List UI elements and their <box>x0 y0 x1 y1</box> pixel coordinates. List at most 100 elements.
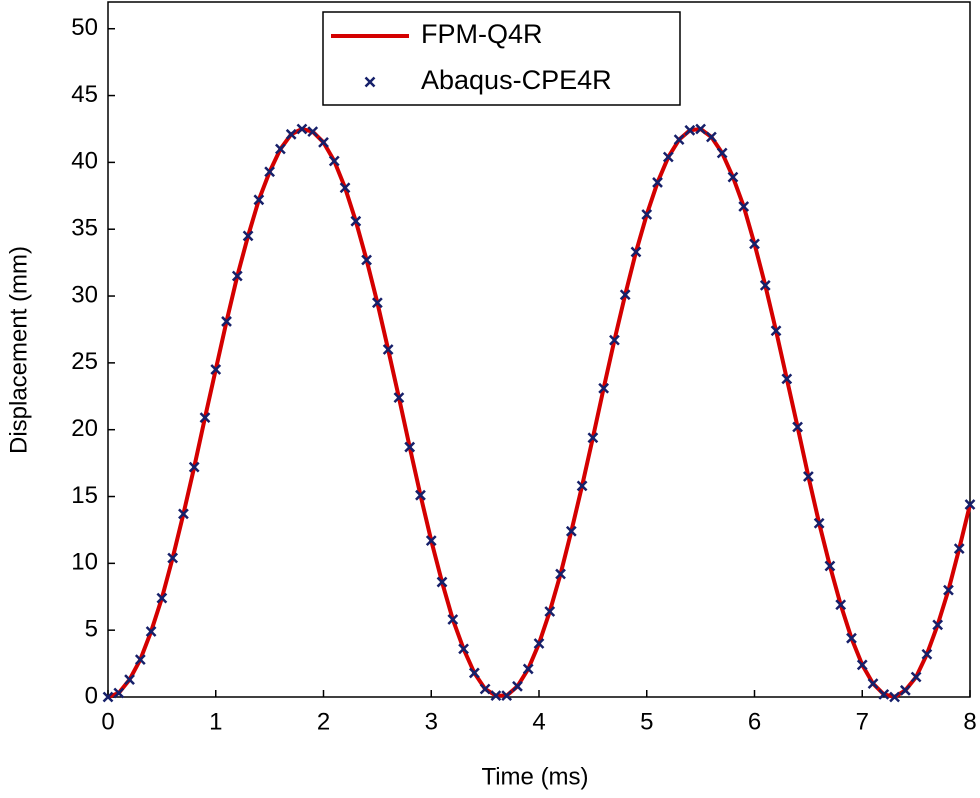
data-marker <box>630 246 642 258</box>
data-marker <box>878 688 890 700</box>
y-axis-label: Displacement (mm) <box>5 246 32 454</box>
data-marker <box>361 254 372 266</box>
data-marker <box>598 382 610 394</box>
data-marker <box>124 674 135 686</box>
data-marker <box>285 128 297 140</box>
data-marker <box>199 412 211 424</box>
x-tick-label: 3 <box>425 708 438 735</box>
data-marker <box>113 687 125 699</box>
data-marker <box>609 334 620 346</box>
data-marker <box>835 599 847 611</box>
x-tick-label: 0 <box>101 708 114 735</box>
data-marker <box>102 691 114 703</box>
data-marker <box>382 344 394 355</box>
x-tick-label: 2 <box>317 708 330 735</box>
y-tick-label: 25 <box>71 348 98 375</box>
y-tick-label: 20 <box>71 415 98 442</box>
data-marker <box>749 238 760 250</box>
data-marker <box>468 667 480 679</box>
data-marker <box>824 560 836 572</box>
data-marker <box>490 690 502 702</box>
x-tick-label: 8 <box>963 708 976 735</box>
data-marker <box>242 230 254 242</box>
data-marker <box>619 289 631 301</box>
data-marker <box>641 209 653 220</box>
x-tick-label: 5 <box>640 708 653 735</box>
data-marker <box>264 166 276 178</box>
y-tick-label: 10 <box>71 549 98 576</box>
y-tick-label: 35 <box>71 215 98 242</box>
y-tick-label: 30 <box>71 281 98 308</box>
data-marker <box>673 134 685 146</box>
data-marker <box>706 131 717 143</box>
data-marker <box>145 626 157 637</box>
data-marker <box>770 325 782 337</box>
data-marker <box>565 525 577 537</box>
data-marker <box>899 684 911 696</box>
data-marker <box>964 499 976 510</box>
data-marker <box>253 194 265 206</box>
x-tick-label: 1 <box>209 708 222 735</box>
data-marker <box>296 123 308 135</box>
data-marker <box>134 654 146 665</box>
data-marker <box>436 576 448 588</box>
data-marker <box>188 461 200 473</box>
y-tick-label: 50 <box>71 14 98 41</box>
y-tick-label: 0 <box>85 682 98 709</box>
data-marker <box>404 441 416 453</box>
data-marker <box>684 124 696 136</box>
data-marker <box>587 432 599 444</box>
data-marker <box>781 373 793 385</box>
data-marker <box>695 123 707 135</box>
data-marker <box>328 155 340 167</box>
y-tick-label: 45 <box>71 81 98 108</box>
data-marker <box>501 690 513 702</box>
data-marker <box>512 680 523 692</box>
data-marker <box>178 508 189 520</box>
legend-box <box>322 11 681 106</box>
data-marker <box>932 619 944 631</box>
data-marker <box>415 489 426 501</box>
x-tick-label: 7 <box>856 708 869 735</box>
data-marker <box>727 171 739 183</box>
y-tick-label: 15 <box>71 482 98 509</box>
x-tick-label: 4 <box>532 708 545 735</box>
data-marker <box>738 201 750 212</box>
data-marker <box>662 151 674 163</box>
data-marker <box>792 421 803 433</box>
data-marker <box>910 671 922 683</box>
data-marker <box>307 126 319 138</box>
data-marker <box>458 643 469 655</box>
data-marker <box>533 638 545 649</box>
legend-label: FPM-Q4R <box>421 19 543 49</box>
data-marker <box>716 147 728 159</box>
x-tick-label: 6 <box>748 708 761 735</box>
data-marker <box>522 663 534 675</box>
data-marker <box>921 648 933 660</box>
data-marker <box>350 215 362 227</box>
data-marker <box>479 683 491 695</box>
legend-swatch <box>364 76 376 88</box>
data-marker <box>425 535 437 547</box>
data-marker <box>371 297 383 309</box>
x-axis-label: Time (ms) <box>481 763 588 790</box>
data-marker <box>339 182 351 194</box>
data-marker <box>889 691 900 703</box>
data-marker <box>447 614 459 625</box>
data-marker <box>231 270 243 282</box>
data-marker <box>555 568 566 580</box>
data-marker <box>802 471 814 482</box>
data-marker <box>813 517 825 529</box>
data-marker <box>846 632 857 644</box>
y-tick-label: 40 <box>71 148 98 175</box>
data-marker <box>953 543 965 555</box>
data-marker <box>393 392 405 403</box>
data-marker <box>318 136 329 148</box>
data-line <box>107 126 972 699</box>
data-marker <box>867 678 879 690</box>
data-marker <box>652 177 663 188</box>
data-marker <box>210 364 222 375</box>
y-tick-label: 5 <box>85 616 98 643</box>
data-marker <box>167 552 179 564</box>
